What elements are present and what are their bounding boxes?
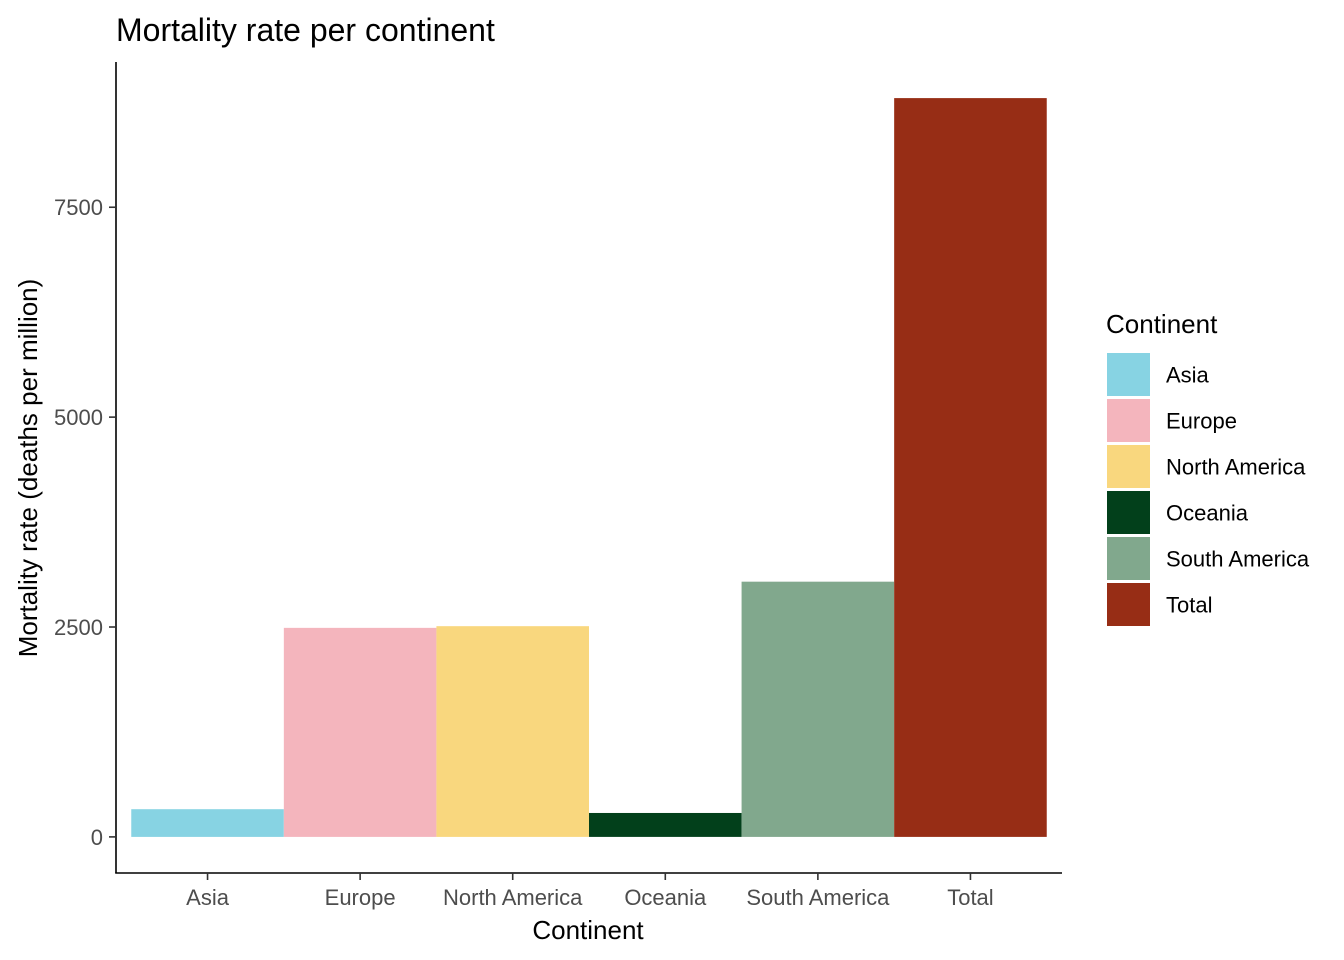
legend-key-oceania [1107, 491, 1150, 534]
y-tick-label: 7500 [54, 195, 103, 220]
bar-oceania [589, 812, 742, 837]
legend-key-south-america [1107, 537, 1150, 580]
bar-asia [131, 809, 284, 837]
y-tick-label: 2500 [54, 615, 103, 640]
y-tick-label: 5000 [54, 405, 103, 430]
x-tick-label: North America [443, 885, 583, 910]
legend-label: South America [1166, 547, 1310, 572]
bar-north-america [436, 626, 589, 837]
legend-key-total [1107, 583, 1150, 626]
bar-europe [283, 627, 437, 837]
bar-south-america [741, 581, 895, 837]
y-axis-ticks: 0 2500 5000 7500 [54, 195, 116, 850]
x-axis-ticks: Asia Europe North America Oceania South Amer… [186, 873, 994, 910]
legend-label: Europe [1166, 409, 1237, 434]
x-tick-label: South America [746, 885, 890, 910]
chart-title: Mortality rate per continent [116, 12, 495, 48]
x-tick-label: Europe [325, 885, 396, 910]
legend-title: Continent [1106, 309, 1218, 339]
y-axis-title: Mortality rate (deaths per million) [13, 279, 43, 658]
y-tick-label: 0 [91, 825, 103, 850]
legend: Continent Asia Europe North America Oceania… [1106, 309, 1310, 626]
bar-total [894, 98, 1047, 837]
x-tick-label: Asia [186, 885, 230, 910]
legend-label: Total [1166, 593, 1212, 618]
bars-group [131, 98, 1047, 837]
legend-label: Oceania [1166, 501, 1249, 526]
x-tick-label: Total [947, 885, 993, 910]
x-tick-label: Oceania [624, 885, 707, 910]
legend-key-north-america [1107, 445, 1150, 488]
x-axis-title: Continent [532, 915, 644, 945]
legend-key-asia [1107, 353, 1150, 396]
legend-label: Asia [1166, 363, 1210, 388]
legend-key-europe [1107, 399, 1150, 442]
legend-label: North America [1166, 455, 1306, 480]
